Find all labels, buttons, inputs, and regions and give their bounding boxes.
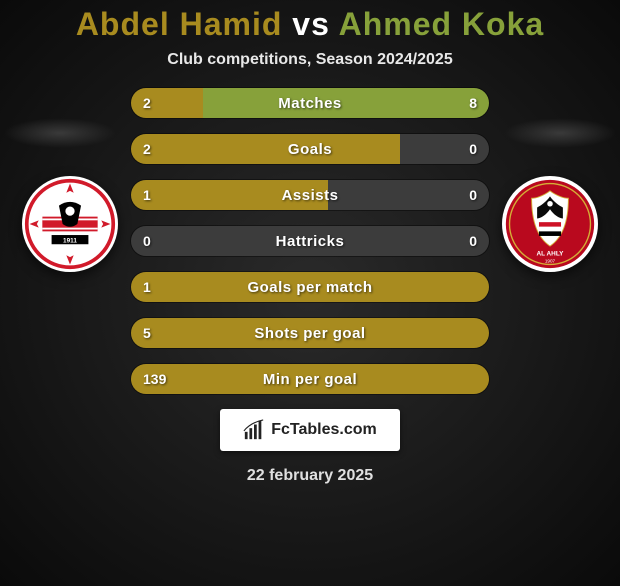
title-player2: Ahmed Koka — [339, 6, 545, 42]
svg-text:1911: 1911 — [63, 237, 77, 244]
stat-value-left: 139 — [131, 364, 178, 394]
stat-value-left: 0 — [131, 226, 163, 256]
stat-row: Assists1 0 — [130, 179, 490, 211]
stats-bars: Matches28Goals20Assists10Hattricks00Goal… — [130, 87, 490, 395]
stat-row: Matches2 8 — [130, 87, 490, 119]
bar-chart-icon — [243, 419, 265, 441]
club-crest-right: AL AHLY 1907 — [502, 176, 598, 272]
stat-value-left: 5 — [131, 318, 163, 348]
stat-value-left: 2 — [131, 134, 163, 164]
svg-text:1907: 1907 — [545, 259, 556, 264]
stat-label: Min per goal — [131, 364, 489, 394]
stat-row: Goals per match1 — [130, 271, 490, 303]
club-crest-left: 1911 — [22, 176, 118, 272]
stat-value-left: 1 — [131, 180, 163, 210]
stat-label: Hattricks — [131, 226, 489, 256]
stat-value-right: 8 — [457, 88, 489, 118]
comparison-subtitle: Club competitions, Season 2024/2025 — [0, 51, 620, 69]
stat-row: Goals2 0 — [130, 133, 490, 165]
stat-value-right: 0 — [457, 226, 489, 256]
watermark-text: FcTables.com — [271, 421, 377, 439]
stat-value-left: 2 — [131, 88, 163, 118]
stat-label: Shots per goal — [131, 318, 489, 348]
comparison-title: Abdel Hamid vs Ahmed Koka — [0, 6, 620, 43]
zamalek-crest-icon: 1911 — [24, 178, 116, 270]
title-vs: vs — [292, 6, 330, 42]
stat-label: Matches — [131, 88, 489, 118]
stat-label: Goals per match — [131, 272, 489, 302]
avatar-shadow-left — [4, 118, 116, 148]
stat-value-left: 1 — [131, 272, 163, 302]
stat-label: Goals — [131, 134, 489, 164]
svg-text:AL AHLY: AL AHLY — [537, 250, 565, 257]
stat-row: Shots per goal5 — [130, 317, 490, 349]
stat-row: Hattricks0 0 — [130, 225, 490, 257]
stat-row: Min per goal139 — [130, 363, 490, 395]
stat-value-right: 0 — [457, 134, 489, 164]
comparison-date: 22 february 2025 — [0, 467, 620, 485]
stat-label: Assists — [131, 180, 489, 210]
stat-value-right: 0 — [457, 180, 489, 210]
watermark-badge: FcTables.com — [220, 409, 400, 451]
al-ahly-crest-icon: AL AHLY 1907 — [504, 178, 596, 270]
avatar-shadow-right — [504, 118, 616, 148]
title-player1: Abdel Hamid — [76, 6, 283, 42]
